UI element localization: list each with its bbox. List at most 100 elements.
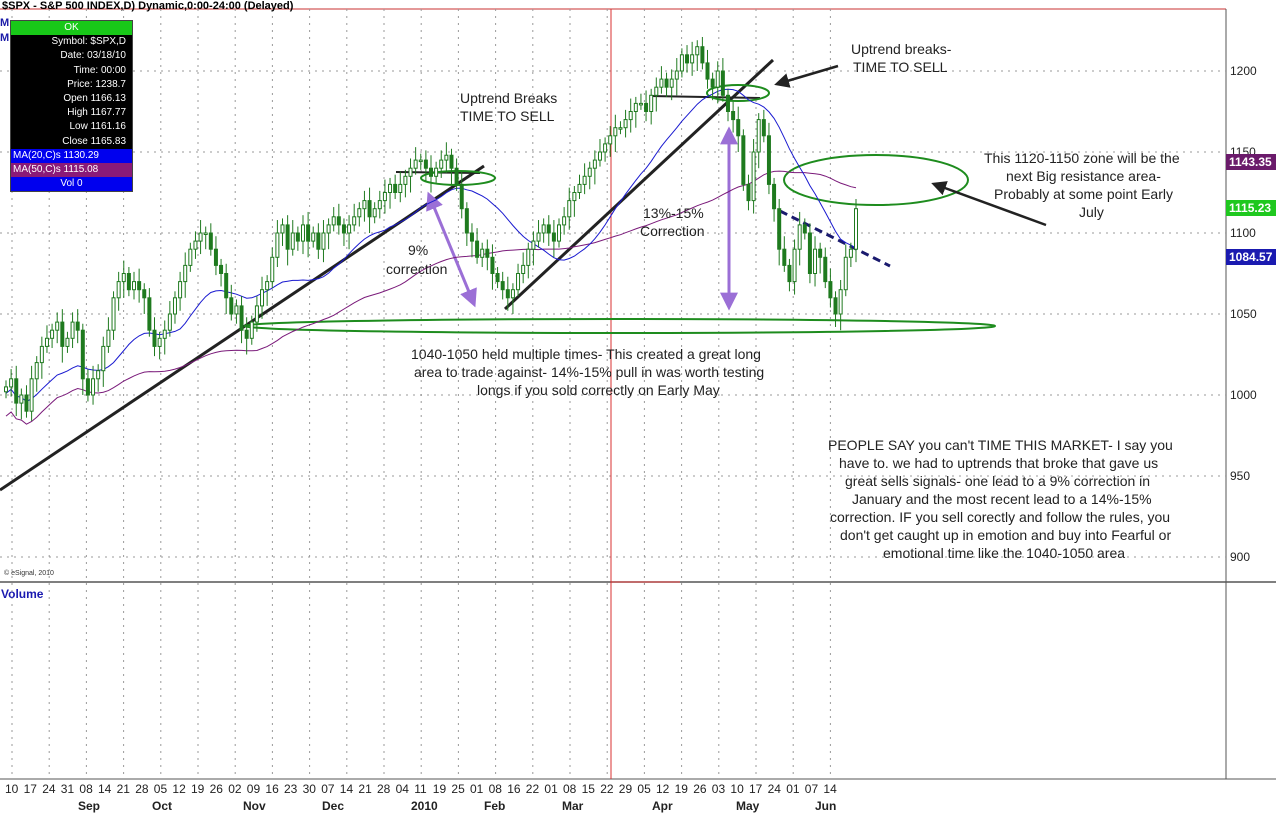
- x-day-label: 17: [24, 782, 38, 796]
- candles: [4, 36, 858, 421]
- candle-body: [300, 224, 305, 242]
- candle-body: [326, 224, 331, 234]
- info-symbol: Symbol: $SPX,D: [51, 36, 126, 48]
- candle-body: [526, 248, 531, 266]
- candle-body: [500, 281, 505, 291]
- y-tick-label: 950: [1230, 469, 1250, 483]
- candle-body: [162, 329, 167, 339]
- candle-body: [188, 248, 193, 266]
- candle-body: [280, 224, 285, 234]
- x-day-label: 03: [712, 782, 726, 796]
- candle-body: [756, 119, 761, 153]
- candle-body: [306, 224, 311, 242]
- candle-body: [239, 305, 244, 331]
- x-day-label: 24: [42, 782, 56, 796]
- info-high: High 1167.77: [67, 107, 126, 119]
- candle-body: [454, 167, 459, 185]
- candle-body: [295, 232, 300, 242]
- info-open: Open 1166.13: [63, 93, 126, 105]
- x-day-label: 01: [544, 782, 558, 796]
- candle-body: [833, 297, 838, 315]
- info-date: Date: 03/18/10: [60, 50, 126, 62]
- ellipse-support: [244, 318, 996, 334]
- candle-body: [787, 264, 792, 283]
- x-month-label: Dec: [322, 799, 344, 813]
- x-day-label: 09: [247, 782, 261, 796]
- note-resistance-4: July: [1079, 204, 1104, 220]
- x-day-label: 16: [507, 782, 521, 796]
- candle-body: [536, 232, 541, 242]
- x-day-label: 02: [228, 782, 242, 796]
- price-badge: [1226, 154, 1276, 170]
- candle-body: [797, 224, 802, 250]
- candle-body: [459, 183, 464, 210]
- x-day-label: 14: [823, 782, 837, 796]
- candle-body: [577, 183, 582, 193]
- candle-body: [562, 216, 567, 226]
- candle-body: [367, 200, 372, 218]
- x-day-label: 28: [377, 782, 391, 796]
- candle-body: [362, 200, 367, 210]
- candle-body: [485, 248, 490, 258]
- candle-body: [782, 248, 787, 266]
- candle-body: [388, 183, 393, 193]
- info-time: Time: 00:00: [73, 64, 126, 76]
- candle-body: [224, 273, 229, 299]
- note-9pct: 9%: [408, 242, 429, 258]
- x-day-label: 07: [321, 782, 335, 796]
- candle-body: [490, 256, 495, 274]
- candle-body: [567, 200, 572, 218]
- candle-body: [777, 208, 782, 250]
- candle-body: [55, 321, 60, 331]
- x-day-label: 07: [805, 782, 819, 796]
- note-uptrend-jan-2: TIME TO SELL: [460, 108, 555, 124]
- candle-body: [715, 70, 720, 88]
- candle-body: [802, 224, 807, 234]
- candle-body: [695, 46, 700, 56]
- candle-body: [260, 289, 265, 307]
- chart-header: $SPX - S&P 500 INDEX,D) Dynamic,0:00-24:…: [2, 0, 294, 12]
- x-axis: 10 17 24 31 08 14 21 28 05 12 19 26 02 09 16 23 30 07 14 21…: [5, 782, 837, 813]
- candle-body: [9, 378, 14, 388]
- note-people-4: January and the most recent lead to a 14…: [852, 491, 1152, 507]
- candle-body: [469, 232, 474, 242]
- candle-body: [213, 248, 218, 266]
- x-day-label: 30: [303, 782, 317, 796]
- candle-body: [495, 273, 500, 283]
- candle-body: [85, 378, 90, 396]
- esignal-watermark: © eSignal, 2010: [4, 570, 54, 577]
- candle-body: [623, 119, 628, 129]
- candle-body: [80, 329, 85, 380]
- status-ok[interactable]: OK: [11, 21, 132, 36]
- note-uptrend-jan-1: Uptrend Breaks: [460, 90, 558, 106]
- ellipse-apr-break: [706, 84, 770, 102]
- candle-body: [649, 94, 654, 113]
- candle-body: [91, 378, 96, 396]
- candle-body: [521, 264, 526, 274]
- y-tick-label: 1000: [1230, 388, 1257, 402]
- candle-body: [178, 281, 183, 299]
- candle-body: [372, 208, 377, 218]
- x-day-label: 26: [210, 782, 224, 796]
- note-9pct-correction: correction: [386, 261, 448, 277]
- candle-body: [208, 232, 213, 250]
- candle-body: [116, 281, 121, 299]
- note-people-1: PEOPLE SAY you can't TIME THIS MARKET- I…: [828, 437, 1173, 453]
- candle-body: [341, 224, 346, 234]
- note-uptrend-apr-2: TIME TO SELL: [853, 59, 948, 75]
- ellipse-resistance: [783, 154, 969, 206]
- info-close: Close 1165.83: [62, 135, 126, 147]
- x-day-label: 01: [786, 782, 800, 796]
- candle-body: [19, 394, 24, 404]
- candle-body: [24, 394, 29, 412]
- candle-body: [316, 232, 321, 250]
- candle-body: [664, 78, 669, 88]
- candle-body: [618, 127, 623, 130]
- x-month-label: May: [736, 799, 760, 813]
- x-month-label: Sep: [78, 799, 100, 813]
- x-month-label: 2010: [411, 799, 438, 813]
- candle-body: [193, 240, 198, 250]
- candle-body: [75, 321, 80, 331]
- candle-body: [685, 54, 690, 64]
- candle-body: [4, 386, 8, 393]
